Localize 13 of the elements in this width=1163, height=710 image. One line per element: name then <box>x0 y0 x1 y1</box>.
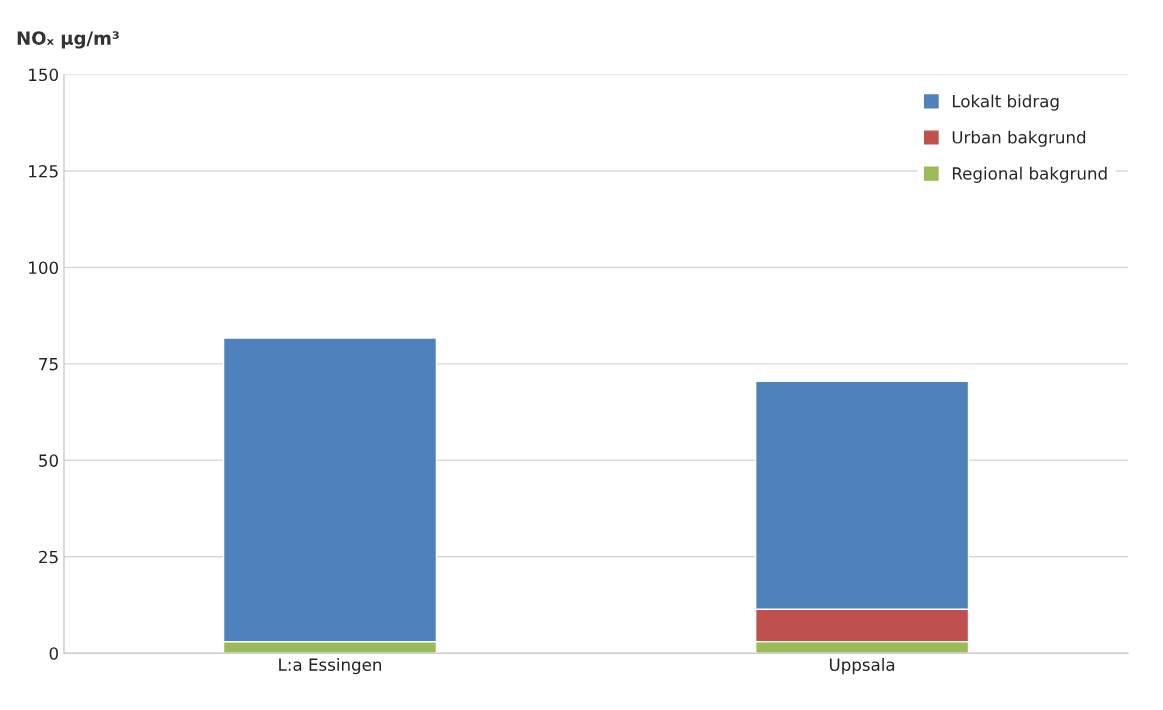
legend-label: Regional bakgrund <box>952 166 1107 183</box>
legend-label: Lokalt bidrag <box>952 94 1059 111</box>
y-tick-label: 125 <box>29 164 58 178</box>
y-tick-label: 25 <box>39 550 58 564</box>
y-tick-label: 150 <box>29 68 58 82</box>
x-tick-label: Uppsala <box>829 658 895 675</box>
legend-label: Urban bakgrund <box>952 130 1086 147</box>
y-tick-label: 100 <box>29 261 58 274</box>
y-axis-title: NOₓ µg/m³ <box>17 31 119 49</box>
y-tick-label: 50 <box>39 454 58 467</box>
y-tick-label: 0 <box>49 647 58 660</box>
y-tick-label: 75 <box>39 358 58 371</box>
x-tick-label: L:a Essingen <box>279 658 382 675</box>
